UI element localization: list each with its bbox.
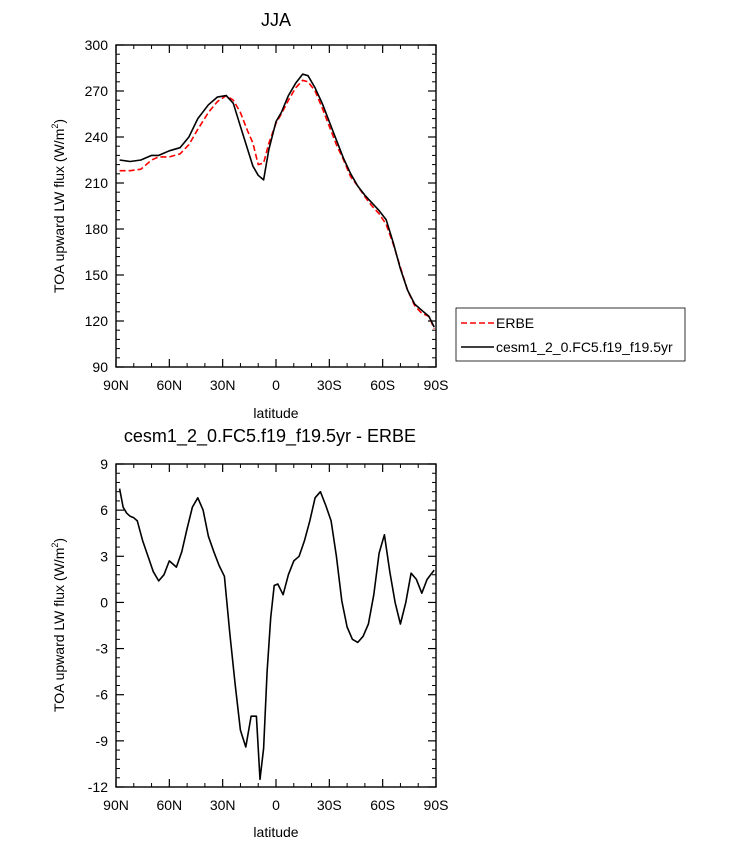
top-plot-frame bbox=[115, 44, 437, 368]
bottom-ytick-label: -3 bbox=[96, 641, 109, 657]
top-series-lines bbox=[119, 73, 435, 330]
bottom-xtick-label: 30N bbox=[210, 797, 236, 813]
top-ytick-label: 210 bbox=[85, 175, 109, 191]
bottom-ytick-label: 3 bbox=[100, 548, 108, 564]
bottom-plot-frame bbox=[115, 463, 437, 788]
top-y-label-end: ) bbox=[51, 119, 67, 124]
top-xtick-label: 90S bbox=[424, 377, 449, 393]
bottom-xtick-label: 60S bbox=[370, 797, 395, 813]
bottom-ytick-label: 9 bbox=[100, 456, 108, 472]
bottom-panel: cesm1_2_0.FC5.f19_f19.5yr - ERBE -12 -9 -6… bbox=[50, 426, 448, 840]
bottom-y-label-main: TOA upward LW flux (W/m bbox=[51, 548, 67, 712]
top-xtick-label: 90N bbox=[103, 377, 129, 393]
bottom-xtick-label: 90S bbox=[424, 797, 449, 813]
bottom-chart-title: cesm1_2_0.FC5.f19_f19.5yr - ERBE bbox=[124, 426, 416, 447]
top-ytick-label: 150 bbox=[85, 267, 109, 283]
top-xtick-label: 60S bbox=[370, 377, 395, 393]
bottom-ytick-label: 0 bbox=[100, 594, 108, 610]
bottom-y-axis-label: TOA upward LW flux (W/m2) bbox=[50, 538, 67, 712]
legend: ERBE cesm1_2_0.FC5.f19_f19.5yr bbox=[455, 307, 686, 362]
top-x-axis-label: latitude bbox=[253, 405, 298, 421]
top-y-label-main: TOA upward LW flux (W/m bbox=[51, 129, 67, 293]
top-series-line-0 bbox=[119, 79, 435, 330]
bottom-ytick-label: 6 bbox=[100, 502, 108, 518]
top-ytick-label: 240 bbox=[85, 129, 109, 145]
bottom-xtick-label: 90N bbox=[103, 797, 129, 813]
bottom-y-label-superscript: 2 bbox=[50, 543, 60, 548]
top-panel: JJA 90 120 150 180 210 240 270 300 90N 60N 30N 0 30… bbox=[50, 10, 448, 421]
top-ytick-label: 90 bbox=[92, 359, 108, 375]
top-xtick-label: 0 bbox=[272, 377, 280, 393]
top-y-axis: 90 120 150 180 210 240 270 300 bbox=[85, 37, 436, 375]
top-series-line-1 bbox=[119, 73, 435, 328]
top-ytick-label: 180 bbox=[85, 221, 109, 237]
top-xtick-label: 60N bbox=[156, 377, 182, 393]
top-chart-title: JJA bbox=[261, 10, 291, 30]
top-ytick-label: 270 bbox=[85, 83, 109, 99]
top-y-axis-label: TOA upward LW flux (W/m2) bbox=[50, 119, 67, 293]
top-xtick-label: 30N bbox=[210, 377, 236, 393]
bottom-series-line-0 bbox=[118, 488, 435, 781]
bottom-xtick-label: 0 bbox=[272, 797, 280, 813]
top-y-label-superscript: 2 bbox=[50, 124, 60, 129]
bottom-series-lines bbox=[118, 488, 435, 781]
bottom-xtick-label: 30S bbox=[317, 797, 342, 813]
top-xtick-label: 30S bbox=[317, 377, 342, 393]
legend-box bbox=[455, 307, 686, 362]
top-ytick-label: 300 bbox=[85, 37, 109, 53]
legend-label-cesm: cesm1_2_0.FC5.f19_f19.5yr bbox=[496, 339, 673, 355]
top-x-axis: 90N 60N 30N 0 30S 60S 90S bbox=[103, 45, 448, 393]
legend-label-erbe: ERBE bbox=[496, 315, 534, 331]
bottom-x-axis: 90N 60N 30N 0 30S 60S 90S bbox=[103, 464, 448, 813]
bottom-ytick-label: -12 bbox=[88, 779, 108, 795]
top-ytick-label: 120 bbox=[85, 313, 109, 329]
bottom-x-axis-label: latitude bbox=[253, 824, 298, 840]
bottom-y-label-end: ) bbox=[51, 538, 67, 543]
bottom-xtick-label: 60N bbox=[156, 797, 182, 813]
bottom-ytick-label: -9 bbox=[96, 733, 109, 749]
bottom-y-axis: -12 -9 -6 -3 0 3 6 9 bbox=[88, 456, 436, 795]
bottom-ytick-label: -6 bbox=[96, 687, 109, 703]
